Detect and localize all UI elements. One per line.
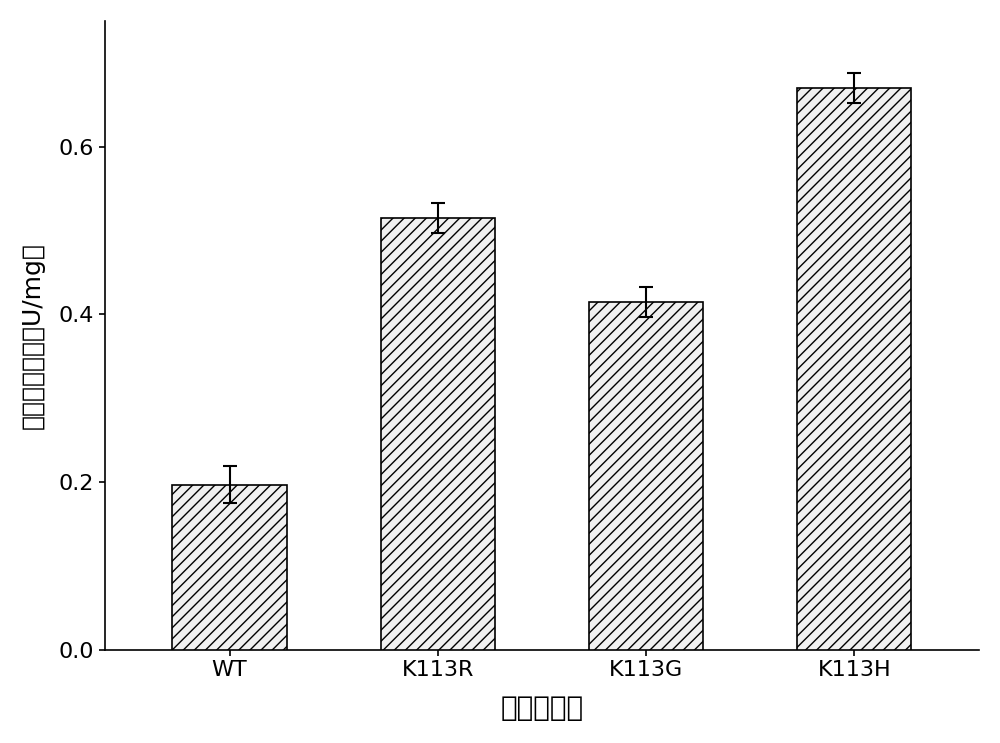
Bar [172, 484, 287, 650]
X-axis label: 不同突变体: 不同突变体 [500, 694, 583, 722]
Y-axis label: 羧肽酶比酶活（U/mg）: 羧肽酶比酶活（U/mg） [21, 242, 45, 429]
Bar [381, 218, 495, 650]
Bar [797, 88, 911, 650]
Bar [589, 302, 703, 650]
